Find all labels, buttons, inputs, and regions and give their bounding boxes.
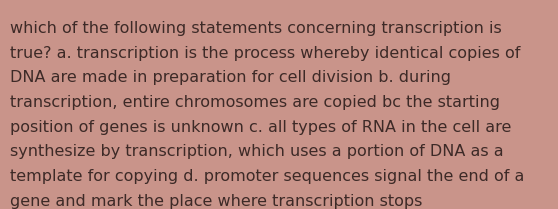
Text: which of the following statements concerning transcription is: which of the following statements concer… <box>10 21 502 36</box>
Text: gene and mark the place where transcription stops: gene and mark the place where transcript… <box>10 194 422 209</box>
Text: DNA are made in preparation for cell division b. during: DNA are made in preparation for cell div… <box>10 70 451 85</box>
Text: template for copying d. promoter sequences signal the end of a: template for copying d. promoter sequenc… <box>10 169 525 184</box>
Text: true? a. transcription is the process whereby identical copies of: true? a. transcription is the process wh… <box>10 46 521 61</box>
Text: synthesize by transcription, which uses a portion of DNA as a: synthesize by transcription, which uses … <box>10 144 504 159</box>
Text: transcription, entire chromosomes are copied bc the starting: transcription, entire chromosomes are co… <box>10 95 500 110</box>
Text: position of genes is unknown c. all types of RNA in the cell are: position of genes is unknown c. all type… <box>10 120 512 135</box>
